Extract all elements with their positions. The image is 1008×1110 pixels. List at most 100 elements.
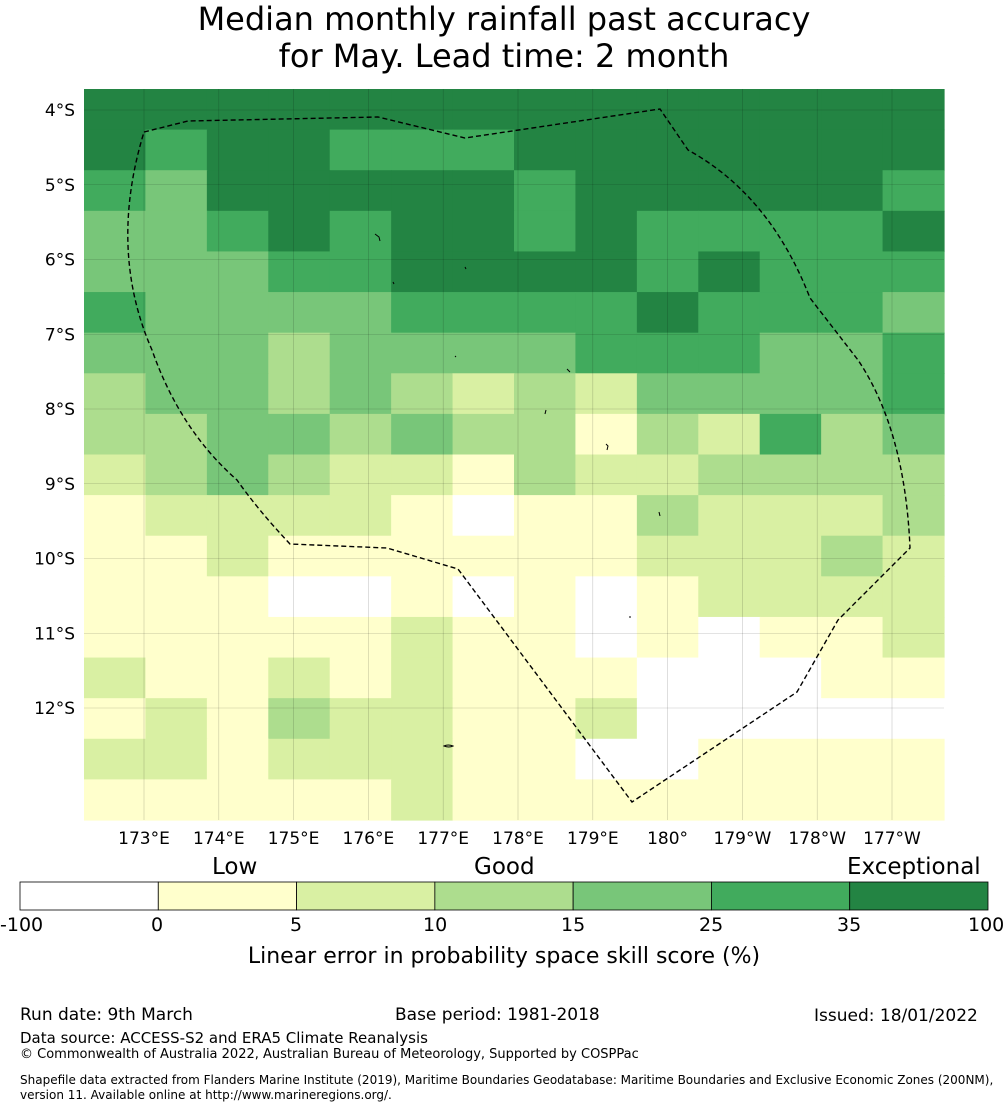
- grid-cell: [636, 170, 699, 212]
- grid-cell: [84, 738, 147, 780]
- grid-cell: [698, 251, 761, 293]
- grid-cell: [698, 698, 761, 740]
- grid-cell: [329, 698, 392, 740]
- grid-cell: [206, 413, 269, 456]
- grid-cell: [329, 454, 392, 496]
- grid-cell: [575, 373, 638, 415]
- grid-cell: [575, 210, 638, 253]
- grid-cell: [882, 292, 945, 334]
- colorbar-tick-label: -100: [0, 914, 44, 936]
- grid-cell: [206, 332, 269, 374]
- grid-cell: [206, 373, 269, 415]
- grid-cell: [452, 170, 515, 212]
- grid-cell: [698, 495, 761, 537]
- grid-cell: [882, 698, 945, 740]
- longitude-label: 174°E: [193, 829, 245, 849]
- grid-cell: [759, 616, 822, 659]
- grid-cell: [145, 292, 208, 334]
- grid-cell: [514, 779, 577, 821]
- island: [544, 409, 547, 415]
- grid-cell: [206, 779, 269, 821]
- grid-cell: [391, 779, 454, 821]
- grid-cell: [329, 170, 392, 212]
- grid-cell: [759, 454, 822, 496]
- colorbar-tick-label: 10: [423, 914, 448, 936]
- grid-cell: [882, 616, 945, 659]
- grid-cell: [329, 251, 392, 293]
- grid-cell: [882, 535, 945, 577]
- grid-cell: [514, 210, 577, 253]
- grid-cell: [759, 576, 822, 618]
- grid-cell: [329, 373, 392, 415]
- grid-cell: [698, 210, 761, 253]
- grid-cell: [84, 779, 147, 821]
- skill-grid: [84, 89, 945, 821]
- latitude-label: 11°S: [34, 624, 75, 644]
- grid-cell: [206, 616, 269, 659]
- grid-cell: [575, 576, 638, 618]
- grid-cell: [268, 779, 331, 821]
- longitude-label: 178°E: [492, 829, 544, 849]
- grid-cell: [636, 373, 699, 415]
- grid-cell: [514, 616, 577, 659]
- grid-cell: [452, 413, 515, 456]
- grid-cell: [514, 413, 577, 456]
- grid-cell: [575, 738, 638, 780]
- grid-cell: [882, 129, 945, 171]
- grid-cell: [636, 292, 699, 334]
- grid-cell: [882, 657, 945, 699]
- grid-cell: [145, 576, 208, 618]
- grid-cell: [636, 495, 699, 537]
- longitude-labels: 173°E 174°E 175°E 176°E 177°E 178°E 179°E 180° 1…: [118, 829, 921, 849]
- colorbar: [19, 881, 989, 911]
- grid-cell: [636, 576, 699, 618]
- grid-cell: [514, 292, 577, 334]
- legend-category-good: Good: [474, 854, 535, 880]
- grid-cell: [882, 210, 945, 253]
- grid-cell: [575, 657, 638, 699]
- grid-cell: [514, 170, 577, 212]
- issued-date: Issued: 18/01/2022: [814, 1006, 978, 1026]
- grid-cell: [698, 779, 761, 821]
- grid-cell: [514, 657, 577, 699]
- grid-cell: [821, 454, 884, 496]
- grid-cell: [514, 454, 577, 496]
- grid-cell: [514, 332, 577, 374]
- grid-cell: [698, 535, 761, 577]
- grid-cell: [391, 413, 454, 456]
- grid-cell: [206, 129, 269, 171]
- legend-category-low: Low: [212, 854, 258, 880]
- grid-cell: [452, 373, 515, 415]
- island: [658, 511, 661, 517]
- copyright: © Commonwealth of Australia 2022, Austra…: [20, 1047, 639, 1062]
- colorbar-segment: [711, 881, 851, 911]
- grid-cell: [391, 698, 454, 740]
- island: [442, 744, 455, 748]
- grid-cell: [452, 738, 515, 780]
- grid-cell: [145, 779, 208, 821]
- grid-cell: [759, 332, 822, 374]
- grid-cell: [882, 251, 945, 293]
- grid-cell: [391, 495, 454, 537]
- grid-cell: [329, 210, 392, 253]
- grid-cell: [759, 495, 822, 537]
- grid-cell: [575, 779, 638, 821]
- grid-cell: [391, 170, 454, 212]
- grid-cell: [821, 89, 884, 131]
- grid-cell: [759, 210, 822, 253]
- grid-cell: [882, 576, 945, 618]
- grid-cell: [391, 89, 454, 131]
- grid-cell: [329, 332, 392, 374]
- grid-cell: [145, 657, 208, 699]
- grid-cell: [882, 170, 945, 212]
- longitude-label: 178°W: [788, 829, 846, 849]
- grid-cell: [268, 373, 331, 415]
- grid-cell: [84, 292, 147, 334]
- grid-cell: [636, 657, 699, 699]
- colorbar-segment: [434, 881, 574, 911]
- latitude-labels: 4°S 5°S 6°S 7°S 8°S 9°S 10°S 11°S 12°S: [34, 101, 75, 719]
- colorbar-tick-label: 35: [837, 914, 862, 936]
- grid-cell: [759, 89, 822, 131]
- grid-cell: [759, 698, 822, 740]
- grid-cell: [452, 292, 515, 334]
